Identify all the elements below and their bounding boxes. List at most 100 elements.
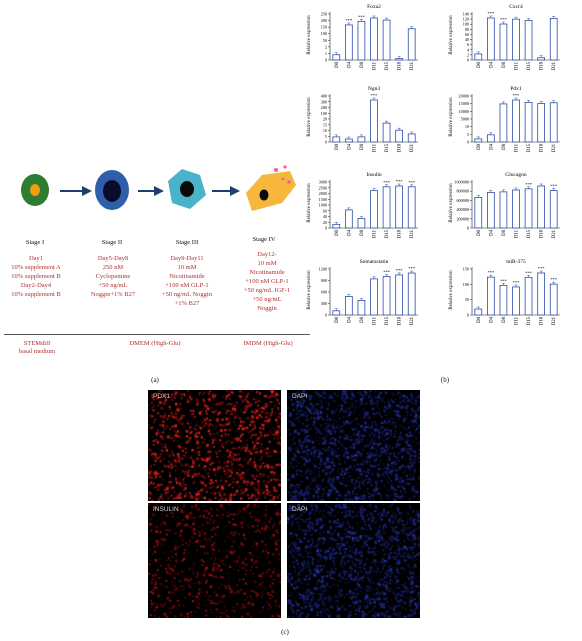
x-tick-label: D4 (489, 229, 494, 235)
bar (499, 23, 508, 61)
y-tick-label: 0 (325, 140, 327, 145)
y-tick-label: 1000000 (454, 180, 469, 185)
significance-label: *** (408, 266, 416, 271)
x-tick-label: D4 (489, 61, 494, 67)
significance-label: *** (550, 277, 558, 282)
stage-2-conditions: Day5-Day8 250 nM Cyclopamine +50 ng/mL N… (90, 255, 136, 298)
x-tick-label: D11 (373, 143, 378, 152)
x-tick-label: D18 (398, 61, 403, 70)
y-axis-label: Relative expression (449, 97, 454, 137)
x-tick-label: D4 (347, 61, 352, 67)
x-tick-label: D18 (540, 61, 545, 70)
bar (486, 276, 495, 316)
bar (537, 272, 546, 316)
x-tick-label: D18 (398, 229, 403, 238)
significance-label: *** (371, 93, 379, 98)
y-tick-label: 40 (465, 37, 469, 42)
x-tick-label: D11 (515, 316, 520, 325)
bar (499, 285, 508, 316)
chart-title: Foxa2 (367, 4, 381, 10)
stage-1-conditions: Day1 10% supplement A 10% supplement B D… (11, 255, 61, 298)
y-tick-label: 100 (463, 282, 469, 287)
x-tick-label: D21 (410, 143, 415, 152)
y-tick-label: 2 (325, 44, 327, 49)
y-tick-label: 400 (321, 94, 327, 99)
y-tick-label: 100 (321, 111, 327, 116)
bar (395, 274, 404, 316)
stage-4-granule (274, 168, 278, 172)
x-tick-label: D21 (410, 61, 415, 70)
micrograph-label: DAPI (292, 393, 308, 400)
y-axis-label: Relative expression (307, 97, 312, 137)
y-tick-label: 800000 (456, 189, 469, 194)
significance-label: *** (525, 182, 533, 187)
x-tick-label: D8 (502, 229, 507, 235)
micrograph-pdx1: PDX1 (148, 390, 281, 501)
y-tick-label: 60 (323, 208, 327, 213)
y-tick-label: 80 (465, 27, 469, 32)
x-tick-label: D0 (335, 316, 340, 322)
y-tick-label: 1500 (319, 197, 327, 202)
x-tick-label: D0 (477, 61, 482, 67)
y-tick-label: 10000 (459, 109, 469, 114)
y-tick-label: 300 (321, 99, 327, 104)
medium-stemdiff: STEMdiff basal medium (18, 340, 56, 355)
x-tick-label: D4 (489, 143, 494, 149)
x-tick-label: D15 (527, 143, 532, 152)
bar (537, 103, 546, 143)
bar (357, 20, 366, 61)
bar (332, 54, 341, 61)
bar (524, 20, 533, 61)
y-tick-label: 5 (325, 134, 327, 139)
bar (512, 18, 520, 61)
y-tick-label: 200 (321, 18, 327, 23)
bar (382, 276, 391, 316)
bar (512, 99, 520, 143)
y-tick-label: 0 (467, 226, 469, 231)
x-tick-label: D21 (410, 229, 415, 238)
micrograph-label: DAPI (292, 506, 308, 513)
bar (486, 192, 495, 229)
bar (486, 17, 495, 61)
x-tick-label: D0 (335, 61, 340, 67)
significance-label: *** (500, 17, 508, 22)
significance-label: *** (345, 18, 353, 23)
significance-label: *** (500, 278, 508, 283)
x-tick-label: D18 (540, 143, 545, 152)
stage-diagram (21, 165, 296, 211)
bar (474, 196, 483, 229)
bar (345, 296, 353, 316)
significance-label: *** (396, 179, 404, 184)
bar (332, 136, 341, 143)
arrow-3-icon (212, 186, 240, 196)
y-tick-label: 15 (323, 122, 327, 127)
bar (512, 189, 520, 229)
y-tick-label: 5 (467, 132, 469, 137)
y-tick-label: 1200 (319, 267, 327, 272)
stage-3-label: Stage III (175, 239, 199, 246)
significance-label: *** (487, 11, 495, 16)
micrograph-dapi-2: DAPI (287, 503, 420, 618)
bar (537, 57, 546, 61)
x-tick-label: D8 (502, 316, 507, 322)
y-tick-label: 200 (321, 105, 327, 110)
medium-imdm: IMDM (High-Glu) (243, 340, 293, 347)
y-tick-label: 400000 (456, 207, 469, 212)
bar (486, 134, 495, 143)
x-tick-label: D8 (502, 61, 507, 67)
x-tick-label: D4 (347, 143, 352, 149)
x-tick-label: D21 (552, 316, 557, 325)
y-tick-label: 1000 (319, 203, 327, 208)
y-tick-label: 20 (323, 220, 327, 225)
micrograph-insulin: INSULIN (148, 503, 281, 618)
x-tick-label: D11 (373, 229, 378, 238)
bar (524, 276, 533, 316)
stage-2-label: Stage II (101, 239, 123, 246)
stage-3-nucleus (180, 181, 194, 197)
significance-label: *** (525, 270, 533, 275)
y-tick-label: 3000 (319, 180, 327, 185)
micrograph-pdx1-image (148, 390, 281, 501)
panel-label-a: (a) (151, 376, 159, 384)
y-tick-label: 60 (465, 32, 469, 37)
